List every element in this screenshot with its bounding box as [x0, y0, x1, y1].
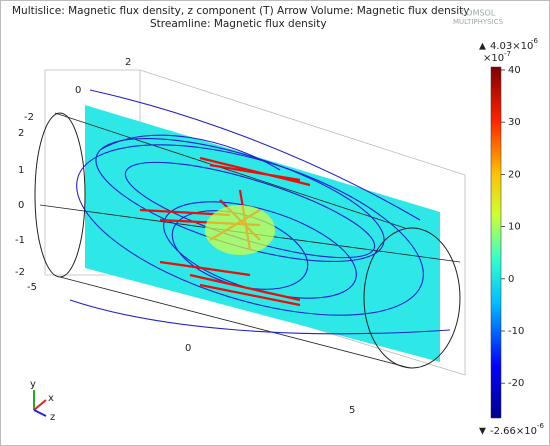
- colorbar-max-exponent: -6: [531, 37, 539, 45]
- colorbar-scale-exponent: -7: [504, 50, 511, 58]
- scene: [34, 69, 466, 376]
- title-line: Streamline: Magnetic flux density: [150, 18, 327, 30]
- colorbar-tick-label: -20: [508, 378, 524, 389]
- axis-tick-label: 2: [125, 57, 131, 68]
- colorbar-scale: ×10: [483, 53, 504, 64]
- colorbar-max: 4.03×10: [490, 41, 533, 52]
- colorbar-max-mark: ▲: [479, 42, 486, 52]
- colorbar-min: -2.66×10: [490, 426, 537, 437]
- axis-tick-label: 0: [75, 85, 81, 96]
- axis-tick-label: 5: [349, 405, 355, 416]
- colorbar-tick-label: 10: [508, 222, 521, 233]
- colorbar-tick-label: 20: [508, 169, 521, 180]
- axis-tick-label: -5: [27, 282, 37, 293]
- axis-tick-label: 1: [18, 165, 24, 176]
- axis-tick-label: 0: [18, 200, 24, 211]
- colorbar-tick-label: 30: [508, 117, 521, 128]
- colorbar-tick-label: -10: [508, 326, 524, 337]
- axis-tick-label: 2: [18, 128, 24, 139]
- colorbar-tick-label: 40: [508, 65, 521, 76]
- triad-label: x: [48, 393, 54, 404]
- triad-label: y: [30, 379, 36, 390]
- axis-triad: y x z: [30, 379, 55, 423]
- colorbar-tick-label: 0: [508, 274, 514, 285]
- title-line: Multislice: Magnetic flux density, z com…: [12, 5, 469, 17]
- axis-tick-label: -2: [24, 112, 34, 123]
- colorbar-min-exponent: -6: [537, 422, 545, 430]
- field-hotspot: [205, 205, 275, 255]
- axis-tick-label: -2: [15, 267, 25, 278]
- axis-labels: 2 0 -2 2 1 0 -1 -2 -5 0 5: [15, 57, 355, 416]
- axis-tick-label: -1: [15, 235, 25, 246]
- colorbar-gradient: [490, 66, 502, 419]
- triad-label: z: [50, 412, 55, 423]
- axis-tick-label: 0: [185, 343, 191, 354]
- cylinder-end: [363, 227, 461, 369]
- colorbar: ▲ 4.03×10 -6 ×10 -7 ▼ -2.66×10 -6 40 30 20…: [479, 37, 545, 437]
- logo: MULTIPHYSICS: [453, 18, 504, 26]
- logo: COMSOL: [461, 9, 496, 18]
- colorbar-min-mark: ▼: [479, 427, 486, 437]
